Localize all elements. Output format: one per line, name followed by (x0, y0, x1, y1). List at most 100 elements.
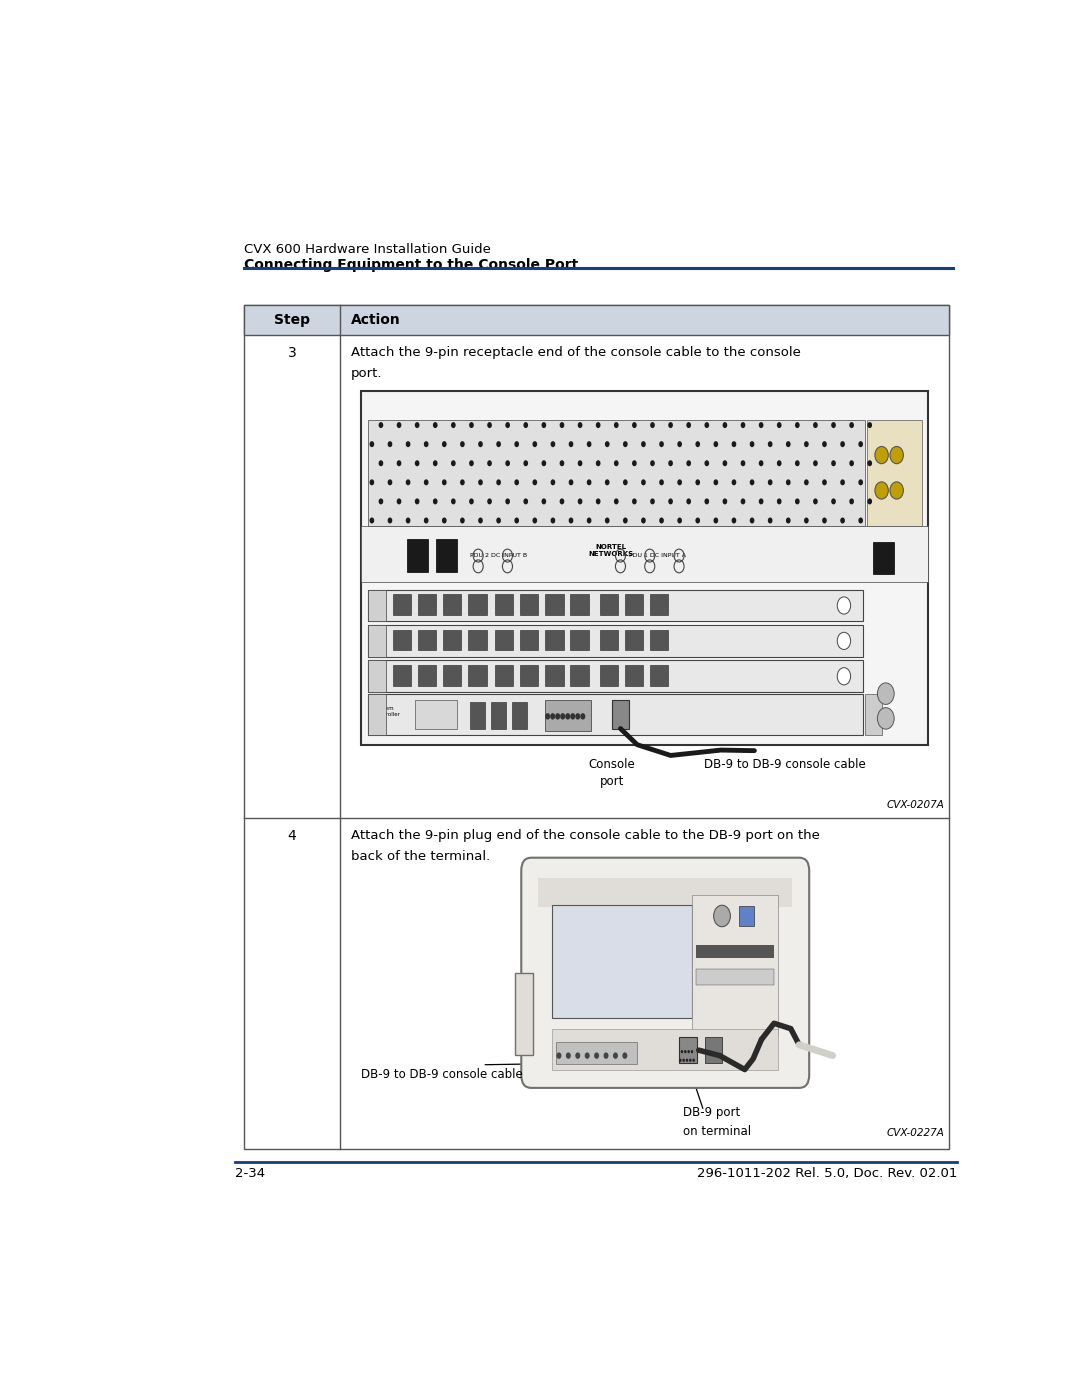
Bar (416, 700, 457, 729)
Bar (443, 630, 461, 651)
Bar (552, 1028, 779, 1070)
Circle shape (379, 422, 383, 427)
Circle shape (586, 517, 592, 524)
Circle shape (877, 708, 894, 729)
Circle shape (741, 422, 745, 427)
Circle shape (505, 422, 510, 427)
Circle shape (613, 460, 619, 467)
Text: 3: 3 (287, 346, 296, 360)
Circle shape (704, 460, 710, 467)
Circle shape (423, 479, 429, 485)
Circle shape (388, 517, 392, 524)
Circle shape (750, 441, 755, 447)
Circle shape (659, 441, 664, 447)
Text: DB-9 to DB-9 console cable: DB-9 to DB-9 console cable (704, 759, 866, 771)
Circle shape (406, 441, 410, 447)
Circle shape (786, 441, 791, 447)
Circle shape (451, 499, 456, 504)
Circle shape (496, 441, 501, 447)
Text: PDU 1 DC INPUT A: PDU 1 DC INPUT A (629, 553, 686, 557)
Text: CVX-0227A: CVX-0227A (887, 1127, 944, 1139)
Circle shape (505, 499, 510, 504)
Circle shape (677, 517, 681, 524)
Circle shape (532, 517, 537, 524)
Bar (468, 665, 487, 686)
Circle shape (714, 905, 730, 926)
Circle shape (396, 422, 402, 427)
Circle shape (642, 479, 646, 485)
Circle shape (559, 460, 565, 467)
Circle shape (777, 460, 782, 467)
Circle shape (596, 422, 600, 427)
Circle shape (813, 422, 818, 427)
Bar (244, 306, 948, 335)
Circle shape (541, 460, 546, 467)
Circle shape (442, 441, 447, 447)
Circle shape (433, 460, 437, 467)
Circle shape (859, 441, 863, 447)
Text: PDU 2 DC INPUT B: PDU 2 DC INPUT B (470, 553, 527, 557)
Circle shape (369, 441, 374, 447)
Circle shape (890, 482, 903, 499)
Circle shape (555, 712, 561, 719)
Text: Action: Action (351, 313, 401, 327)
Bar (739, 907, 754, 926)
Circle shape (877, 683, 894, 704)
Circle shape (605, 517, 609, 524)
Circle shape (594, 1052, 599, 1059)
Circle shape (496, 479, 501, 485)
Circle shape (679, 1059, 681, 1062)
Circle shape (561, 712, 565, 719)
Circle shape (550, 712, 555, 719)
Text: back of the terminal.: back of the terminal. (351, 849, 490, 862)
Circle shape (586, 479, 592, 485)
Circle shape (451, 422, 456, 427)
Bar (407, 539, 428, 571)
Bar (545, 665, 564, 686)
Bar (443, 665, 461, 686)
Bar (678, 1037, 697, 1063)
Bar (570, 665, 589, 686)
Bar (367, 590, 863, 622)
Circle shape (578, 499, 582, 504)
Circle shape (423, 441, 429, 447)
Bar (436, 539, 457, 571)
Bar (393, 630, 411, 651)
Circle shape (388, 479, 392, 485)
Text: System
Controller
only: System Controller only (374, 705, 401, 722)
Circle shape (786, 517, 791, 524)
Circle shape (804, 441, 809, 447)
Circle shape (691, 1051, 693, 1053)
Circle shape (723, 422, 727, 427)
Bar (367, 419, 865, 525)
Circle shape (822, 517, 827, 524)
Circle shape (714, 479, 718, 485)
Bar (512, 703, 527, 729)
Circle shape (604, 1052, 608, 1059)
Circle shape (859, 517, 863, 524)
Circle shape (696, 441, 700, 447)
Circle shape (795, 499, 799, 504)
Bar (367, 624, 863, 657)
Text: CVX-0207A: CVX-0207A (887, 800, 944, 810)
Circle shape (478, 479, 483, 485)
Circle shape (759, 460, 764, 467)
Circle shape (741, 499, 745, 504)
Circle shape (623, 479, 627, 485)
Circle shape (731, 517, 737, 524)
Circle shape (613, 1052, 618, 1059)
Circle shape (683, 1059, 685, 1062)
Circle shape (684, 1051, 687, 1053)
Circle shape (369, 479, 374, 485)
Circle shape (813, 460, 818, 467)
Bar (470, 703, 485, 729)
FancyBboxPatch shape (522, 858, 809, 1088)
Circle shape (759, 499, 764, 504)
Circle shape (632, 499, 637, 504)
Circle shape (496, 517, 501, 524)
Circle shape (514, 441, 519, 447)
Circle shape (669, 499, 673, 504)
Bar (624, 630, 643, 651)
Circle shape (396, 499, 402, 504)
Circle shape (822, 479, 827, 485)
